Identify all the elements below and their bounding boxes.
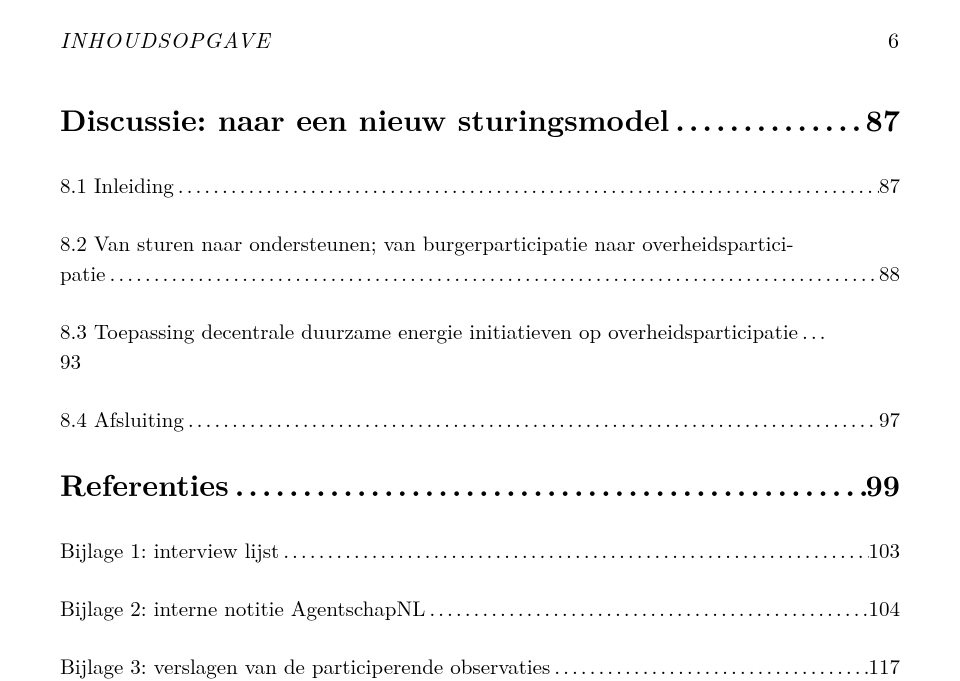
- toc-leader-dots: ........................................…: [106, 258, 879, 288]
- toc-entry-line1: 8.3 Toepassing decentrale duurzame energ…: [60, 316, 900, 346]
- toc-entry-label: Bijlage 3: verslagen van de participeren…: [60, 651, 550, 681]
- toc-entry-label: Bijlage 2: interne notitie AgentschapNL: [60, 593, 425, 623]
- toc-entry-label: 8.4 Afsluiting: [60, 404, 184, 434]
- toc-chapter-page: 99: [866, 462, 901, 505]
- toc-entry-page: 87: [879, 170, 900, 200]
- toc-leader-dots: ........................................…: [550, 651, 868, 681]
- toc-entry-label-line1: 8.2 Van sturen naar ondersteunen; van bu…: [60, 228, 794, 258]
- toc-chapter-8: Discussie: naar een nieuw sturingsmodel …: [60, 97, 900, 140]
- toc-entry-line1: 8.2 Van sturen naar ondersteunen; van bu…: [60, 228, 900, 258]
- page-container: INHOUDSOPGAVE 6 Discussie: naar een nieu…: [0, 0, 960, 681]
- toc-entry-page: 88: [879, 258, 900, 288]
- toc-entry-page: 104: [869, 593, 901, 623]
- toc-entry-8-2: 8.2 Van sturen naar ondersteunen; van bu…: [60, 228, 900, 288]
- toc-entry-label-line2: patie: [60, 258, 106, 288]
- toc-entry-page: 93: [60, 346, 81, 376]
- toc-chapter-page: 87: [866, 97, 901, 140]
- toc-leader-dots: ........................................…: [425, 593, 868, 623]
- toc-entry-line2: patie ..................................…: [60, 258, 900, 288]
- toc-leader-dots: ........................................…: [669, 97, 865, 140]
- toc-entry-8-4: 8.4 Afsluiting .........................…: [60, 404, 900, 434]
- toc-entry-8-1: 8.1 Inleiding ..........................…: [60, 170, 900, 200]
- toc-entry-label-line1: 8.3 Toepassing decentrale duurzame energ…: [60, 316, 798, 346]
- toc-chapter-references: Referenties ............................…: [60, 462, 900, 505]
- toc-leader-dots: ........................................…: [184, 404, 879, 434]
- toc-entry-8-3: 8.3 Toepassing decentrale duurzame energ…: [60, 316, 900, 376]
- toc-entry-label: 8.1 Inleiding: [60, 170, 174, 200]
- toc-entry-page: 103: [869, 535, 901, 565]
- toc-entry-bijlage-2: Bijlage 2: interne notitie AgentschapNL …: [60, 593, 900, 623]
- toc-entry-bijlage-3: Bijlage 3: verslagen van de participeren…: [60, 651, 900, 681]
- toc-entry-bijlage-1: Bijlage 1: interview lijst .............…: [60, 535, 900, 565]
- header-section-title: INHOUDSOPGAVE: [60, 24, 271, 55]
- toc-chapter-title: Referenties: [60, 462, 229, 505]
- header-page-number: 6: [888, 24, 900, 55]
- toc-entry-page: 97: [879, 404, 900, 434]
- toc-entry-page: 117: [869, 651, 901, 681]
- toc-entry-line2: 93: [60, 346, 900, 376]
- toc-entry-label: Bijlage 1: interview lijst: [60, 535, 279, 565]
- toc-leader-dots: ........................................…: [229, 462, 866, 505]
- page-header: INHOUDSOPGAVE 6: [60, 24, 900, 55]
- toc-leader-dots: ........................................…: [174, 170, 879, 200]
- toc-leader-dots: ........................................…: [279, 535, 868, 565]
- toc-trailing-dots: ...: [798, 316, 829, 346]
- toc-chapter-title: Discussie: naar een nieuw sturingsmodel: [60, 97, 669, 140]
